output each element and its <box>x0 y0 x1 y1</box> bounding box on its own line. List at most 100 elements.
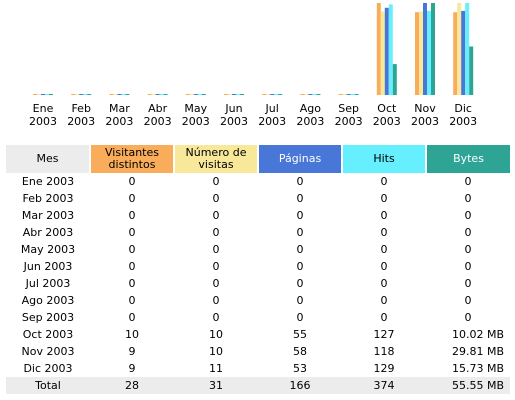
cell-hits: 0 <box>380 260 388 273</box>
cell-bytes: 0 <box>464 277 472 290</box>
bar-feb-s4 <box>87 94 92 95</box>
x-tick-year: 2003 <box>144 115 172 128</box>
bar-sep-s2 <box>346 94 351 95</box>
table-row: Dic 2003 9 11 53 129 15.73 MB <box>6 360 510 377</box>
x-tick-year: 2003 <box>449 115 477 128</box>
header-hits: Hits <box>342 145 427 173</box>
total-visitas: 31 <box>174 377 258 394</box>
cell-visitas: 0 <box>212 192 220 205</box>
bar-oct-s2 <box>384 7 389 95</box>
x-tick-month: Sep <box>338 102 359 115</box>
cell-hits: 0 <box>380 277 388 290</box>
cell-bytes: 0 <box>464 311 472 324</box>
table-row: May 2003 0 0 0 0 0 <box>6 241 510 258</box>
bar-sep-s0 <box>338 94 343 95</box>
x-tick-year: 2003 <box>67 115 95 128</box>
table-row: Jul 2003 0 0 0 0 0 <box>6 275 510 292</box>
cell-visitantes: 0 <box>128 260 136 273</box>
total-paginas: 166 <box>258 377 342 394</box>
bar-feb-s3 <box>83 94 88 95</box>
cell-mes: Oct 2003 <box>22 328 74 341</box>
bar-feb-s2 <box>79 94 84 95</box>
bar-feb-s0 <box>71 94 76 95</box>
header-bytes: Bytes <box>426 145 510 173</box>
bar-jul-s2 <box>270 94 275 95</box>
cell-visitas: 10 <box>209 328 223 341</box>
header-paginas: Páginas <box>258 145 343 173</box>
total-label: Total <box>6 377 90 394</box>
bar-jun-s2 <box>232 94 236 95</box>
cell-hits: 0 <box>380 243 388 256</box>
bar-nov-s3 <box>427 10 431 95</box>
cell-visitas: 11 <box>209 362 223 375</box>
x-tick-month: Mar <box>109 102 130 115</box>
bar-ene-s2 <box>41 94 45 95</box>
x-tick-year: 2003 <box>373 115 401 128</box>
x-tick-year: 2003 <box>411 115 439 128</box>
cell-visitas: 0 <box>212 209 220 222</box>
bar-sep-s1 <box>342 94 347 95</box>
cell-bytes: 0 <box>464 175 472 188</box>
header-visitantes: Visitantes distintos <box>90 145 175 173</box>
cell-mes: Mar 2003 <box>21 209 75 222</box>
cell-visitas: 10 <box>209 345 223 358</box>
bar-mar-s1 <box>113 94 118 95</box>
table-row: Oct 2003 10 10 55 127 10.02 MB <box>6 326 510 343</box>
cell-paginas: 0 <box>296 175 304 188</box>
bar-nov-s1 <box>419 11 423 95</box>
cell-paginas: 0 <box>296 277 304 290</box>
cell-visitantes: 0 <box>128 192 136 205</box>
cell-visitas: 0 <box>212 311 220 324</box>
x-tick-month: Nov <box>414 102 436 115</box>
bar-ene-s4 <box>49 94 53 95</box>
cell-bytes: 0 <box>464 260 472 273</box>
bar-dic-s4 <box>469 46 474 95</box>
bar-oct-s3 <box>388 4 393 95</box>
table-row: Ago 2003 0 0 0 0 0 <box>6 292 510 309</box>
cell-visitantes: 9 <box>128 362 136 375</box>
cell-hits: 0 <box>380 175 388 188</box>
table-row: Nov 2003 9 10 58 118 29.81 MB <box>6 343 510 360</box>
cell-mes: Abr 2003 <box>22 226 74 239</box>
bar-mar-s4 <box>125 94 130 95</box>
bar-ago-s2 <box>308 94 313 95</box>
bar-mar-s0 <box>109 94 114 95</box>
bar-nov-s2 <box>423 3 427 95</box>
bar-may-s2 <box>193 94 198 95</box>
cell-visitas: 0 <box>212 175 220 188</box>
bar-nov-s0 <box>415 12 419 96</box>
cell-visitas: 0 <box>212 260 220 273</box>
total-hits: 374 <box>342 377 426 394</box>
header-mes: Mes <box>6 145 91 173</box>
table-row: Sep 2003 0 0 0 0 0 <box>6 309 510 326</box>
cell-bytes: 15.73 MB <box>451 362 504 375</box>
cell-mes: Jun 2003 <box>23 260 73 273</box>
cell-visitantes: 0 <box>128 243 136 256</box>
x-tick-month: Dic <box>454 102 472 115</box>
x-tick-year: 2003 <box>335 115 363 128</box>
x-tick-month: Ene <box>33 102 54 115</box>
monthly-history-chart: Ene2003Feb2003Mar2003Abr2003May2003Jun20… <box>29 3 477 128</box>
x-tick-month: Jun <box>224 102 242 115</box>
bar-sep-s4 <box>354 94 359 95</box>
bar-oct-s4 <box>392 64 397 95</box>
bar-ago-s0 <box>300 94 305 95</box>
cell-bytes: 0 <box>464 243 472 256</box>
cell-visitantes: 0 <box>128 311 136 324</box>
x-tick-month: Oct <box>377 102 397 115</box>
cell-bytes: 29.81 MB <box>451 345 504 358</box>
x-tick-year: 2003 <box>258 115 286 128</box>
bar-ago-s3 <box>312 94 317 95</box>
cell-hits: 0 <box>380 226 388 239</box>
bar-jun-s3 <box>236 94 240 95</box>
cell-visitas: 0 <box>212 277 220 290</box>
table-row: Abr 2003 0 0 0 0 0 <box>6 224 510 241</box>
x-tick-month: Abr <box>148 102 168 115</box>
x-tick-year: 2003 <box>105 115 133 128</box>
bar-may-s4 <box>201 94 206 95</box>
bar-oct-s0 <box>376 3 381 95</box>
table-row: Jun 2003 0 0 0 0 0 <box>6 258 510 275</box>
bar-abr-s3 <box>159 94 164 95</box>
bar-mar-s3 <box>121 94 126 95</box>
cell-bytes: 0 <box>464 294 472 307</box>
